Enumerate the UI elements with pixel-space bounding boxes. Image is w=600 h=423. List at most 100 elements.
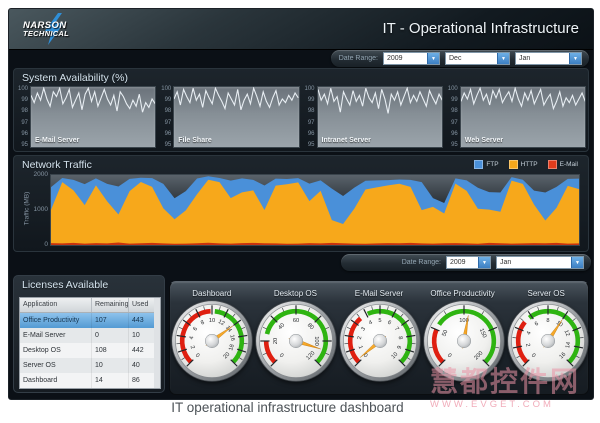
availability-y-axis: 100 99 98 97 96 95 — [303, 86, 317, 148]
dropdown-arrow-icon[interactable]: ▼ — [427, 53, 439, 64]
availability-line — [174, 87, 298, 147]
date-range-bar-top: Date Range: 2009 ▼ Dec ▼ Jan ▼ — [331, 50, 589, 67]
cell-remaining: 108 — [92, 343, 129, 358]
table-row-dashboard[interactable]: Dashboard 14 86 — [20, 373, 154, 388]
table-row-office-productivity[interactable]: Office Productivity 107 443 — [20, 313, 154, 328]
y-axis-tick: 95 — [451, 141, 458, 148]
svg-text:7: 7 — [393, 326, 400, 332]
system-availability-title: System Availability (%) — [22, 72, 129, 84]
cell-remaining: 107 — [92, 313, 129, 328]
svg-text:0: 0 — [530, 353, 536, 359]
date-range-label: Date Range: — [338, 55, 378, 62]
y-axis-tick: 98 — [451, 108, 458, 115]
dropdown-arrow-icon[interactable]: ▼ — [571, 257, 583, 268]
y-axis-label: Traffic (MB) — [23, 191, 31, 226]
svg-text:6: 6 — [386, 320, 392, 327]
cell-remaining: 10 — [92, 358, 129, 373]
licenses-table: Application Remaining Used Office Productiv… — [19, 297, 161, 389]
svg-text:12: 12 — [563, 329, 571, 337]
gauge-title-office-productivity: Office Productivity — [430, 289, 495, 298]
logo-line2: TECHNICAL — [23, 29, 70, 38]
y-axis-tick: 98 — [307, 108, 315, 115]
table-row-e-mail-server[interactable]: E-Mail Server 0 10 — [20, 328, 154, 343]
app-title: IT - Operational Infrastructure — [382, 20, 579, 37]
y-axis-tick: 95 — [164, 141, 172, 148]
logo-line1: NARSON — [23, 20, 67, 31]
dropdown-arrow-icon[interactable]: ▼ — [569, 53, 581, 64]
column-header-remaining[interactable]: Remaining — [92, 298, 129, 312]
month-select-bottom[interactable]: Jan ▼ — [496, 256, 584, 269]
stacked-area-plot — [51, 176, 579, 245]
y-axis-tick: 96 — [307, 130, 315, 137]
year-select-value: 2009 — [387, 55, 403, 62]
dropdown-arrow-icon[interactable]: ▼ — [497, 53, 509, 64]
y-axis-tick: 98 — [21, 108, 28, 115]
availability-line — [31, 87, 155, 147]
gauge-title-dashboard: Dashboard — [192, 289, 232, 298]
availability-chart-label: Web Server — [464, 137, 504, 144]
svg-text:0: 0 — [362, 353, 368, 359]
legend-swatch-http — [508, 160, 518, 169]
legend-item-ftp: FTP — [474, 160, 499, 169]
svg-text:8: 8 — [200, 320, 206, 327]
y-axis-tick: 97 — [21, 119, 28, 126]
gauges-section: Dashboard Desktop OS E-Mail Server Office P… — [169, 281, 589, 395]
cell-application: Server OS — [20, 358, 92, 373]
column-header-application[interactable]: Application — [20, 298, 92, 312]
gauge-title-server-os: Server OS — [527, 289, 565, 298]
availability-chart-file-share: 100 99 98 97 96 95 File Share — [159, 86, 300, 148]
gauge-title-e-mail-server: E-Mail Server — [354, 289, 404, 298]
dropdown-arrow-icon[interactable]: ▼ — [478, 257, 490, 268]
gauge-office-productivity: 0 50 100 150 200 — [422, 299, 506, 383]
availability-chart-e-mail-server: 100 99 98 97 96 95 E-Mail Server — [16, 86, 157, 148]
y-axis-tick: 99 — [307, 97, 315, 104]
svg-text:16: 16 — [228, 334, 235, 341]
svg-text:18: 18 — [228, 344, 236, 352]
y-axis-tick: 100 — [447, 86, 458, 92]
legend-swatch-ftp — [474, 160, 484, 169]
table-row-desktop-os[interactable]: Desktop OS 108 442 — [20, 343, 154, 358]
y-axis-tick: 100 — [17, 86, 28, 92]
svg-text:6: 6 — [534, 321, 540, 328]
availability-charts-row: 100 99 98 97 96 95 E-Mail Server 100 99 98 97 96 95 F… — [16, 86, 586, 148]
y-axis-tick: 98 — [164, 108, 172, 115]
gauge-dial: 0 1 2 34 5 67 8 9 10 — [339, 300, 421, 382]
gauge-server-os: 0246810121416 — [506, 299, 590, 383]
legend-label: E-Mail — [559, 161, 578, 168]
gauges-row: 0246810121416182002040608010012001234567… — [170, 299, 590, 383]
year-select-bottom[interactable]: 2009 ▼ — [446, 256, 491, 269]
y-axis-tick: 95 — [307, 141, 315, 148]
availability-y-axis: 100 99 98 97 96 95 — [159, 86, 173, 148]
gauge-dial: 0246810121416 — [507, 300, 589, 382]
availability-line — [318, 87, 442, 147]
gauge-dial: 0 50 100 150 200 — [423, 300, 505, 382]
gauge-desktop-os: 0 20 40 60 80 100 120 — [254, 299, 338, 383]
y-axis-tick: 96 — [21, 130, 28, 137]
month-from-select[interactable]: Dec ▼ — [445, 52, 510, 65]
date-range-bar-bottom: Date Range: 2009 ▼ Jan ▼ — [341, 254, 591, 271]
svg-text:8: 8 — [397, 336, 403, 340]
y-axis-tick: 97 — [451, 119, 458, 126]
gauge-titles-row: Dashboard Desktop OS E-Mail Server Office P… — [170, 282, 588, 298]
month-from-select-value: Dec — [449, 55, 462, 62]
svg-text:40: 40 — [277, 322, 286, 331]
legend-item-http: HTTP — [508, 160, 538, 169]
svg-text:9: 9 — [397, 345, 404, 350]
month-to-select[interactable]: Jan ▼ — [515, 52, 582, 65]
svg-text:12: 12 — [217, 319, 225, 327]
availability-line — [461, 87, 585, 147]
year-select[interactable]: 2009 ▼ — [383, 52, 440, 65]
column-header-used[interactable]: Used — [132, 301, 149, 308]
traffic-legend: FTP HTTP E-Mail — [474, 160, 578, 169]
svg-text:10: 10 — [209, 318, 215, 324]
y-axis-tick: 99 — [451, 97, 458, 104]
availability-plot-area: E-Mail Server — [30, 86, 157, 148]
y-axis-tick: 99 — [164, 97, 172, 104]
year-select-bottom-value: 2009 — [450, 259, 466, 266]
cell-used: 10 — [132, 332, 140, 339]
table-row-server-os[interactable]: Server OS 10 40 — [20, 358, 154, 373]
svg-text:3: 3 — [360, 326, 367, 332]
y-axis-tick: 100 — [304, 86, 315, 92]
svg-text:10: 10 — [391, 352, 400, 361]
